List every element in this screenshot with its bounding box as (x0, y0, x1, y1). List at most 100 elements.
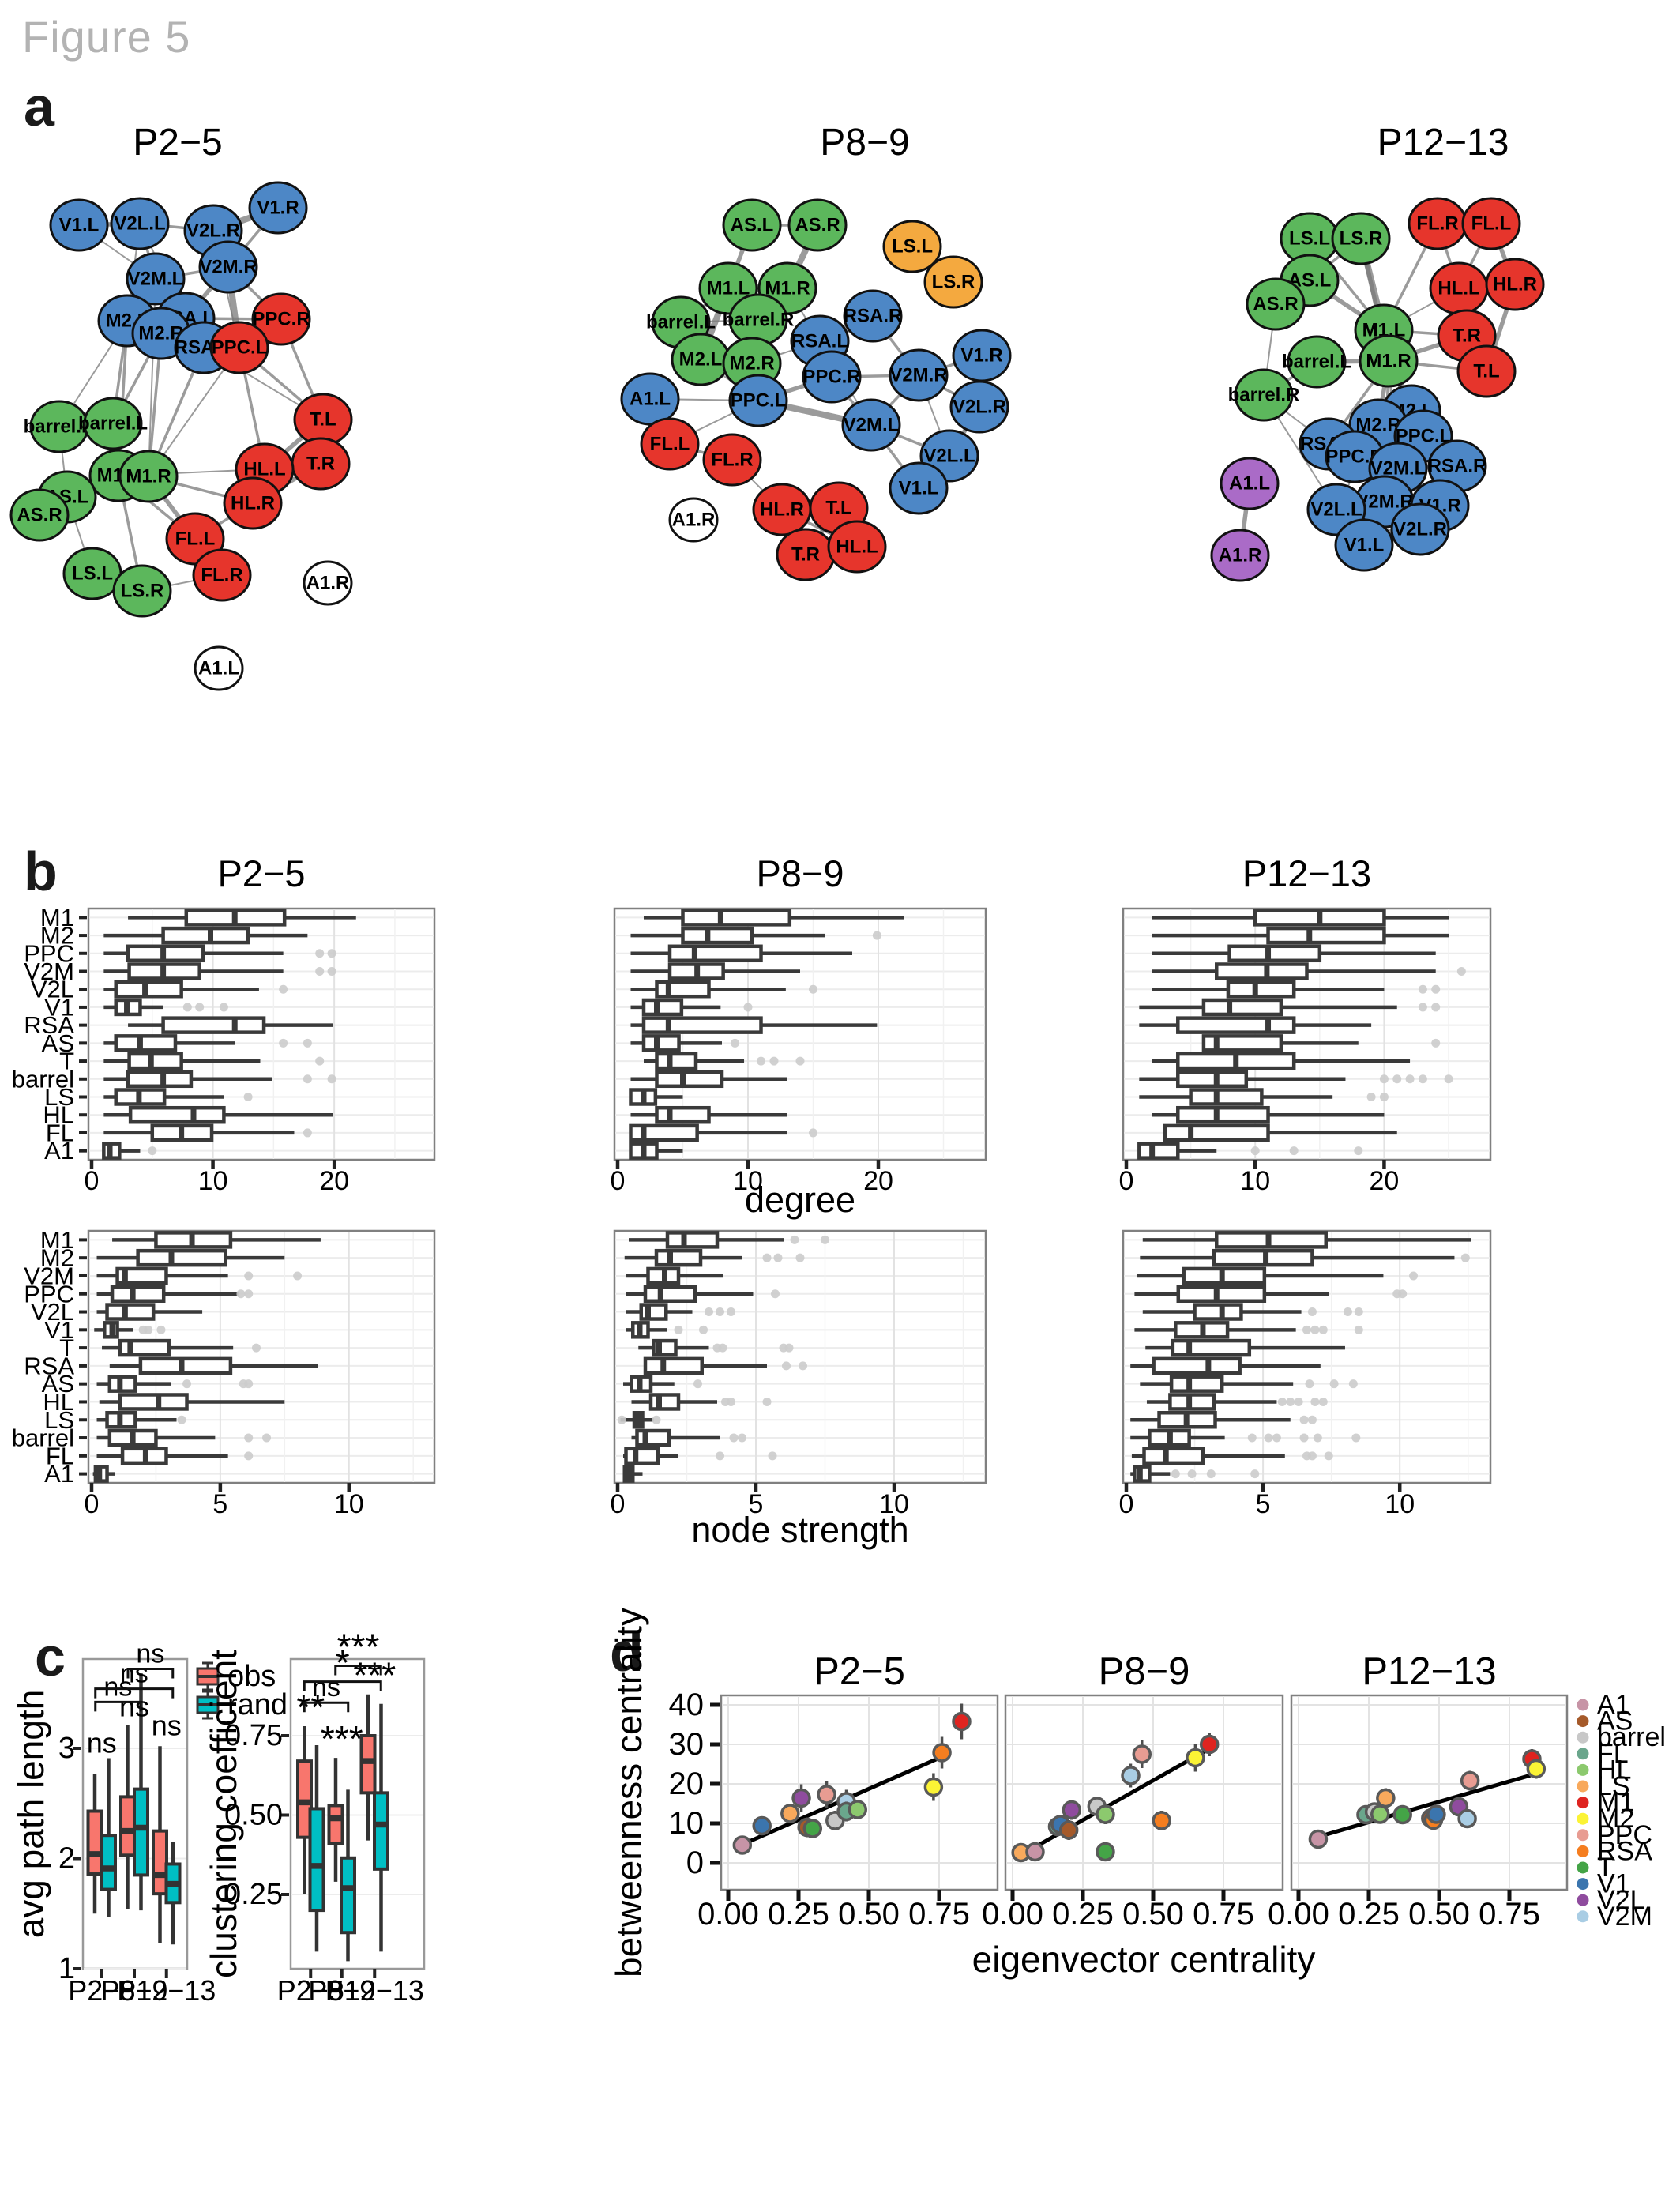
box-RSA (109, 1356, 318, 1375)
bracket-label: * (336, 1642, 350, 1684)
node-label: V2M.R (889, 365, 947, 386)
point (1096, 1842, 1115, 1862)
y-tick-label: 2 (58, 1842, 75, 1876)
box-FL (629, 1123, 817, 1142)
category-label: A1 (44, 1460, 74, 1488)
legend-item-obs: obs (196, 1660, 276, 1693)
plot-frame (1290, 1694, 1569, 1891)
box-M2 (103, 926, 308, 945)
node-label: PPC.R (802, 367, 860, 388)
network-node: V2M.L (841, 398, 901, 452)
boxplot-facet: 0 5 10 (1119, 1229, 1492, 1519)
box-A1 (102, 1142, 157, 1160)
node-label: PPC.L (731, 390, 787, 412)
bracket-label: ns (312, 1672, 340, 1702)
box (1227, 944, 1322, 963)
category-label: PPC (24, 939, 74, 967)
outlier (738, 1433, 746, 1443)
network-node: LS.R (112, 564, 172, 618)
outlier (279, 984, 288, 994)
legend-swatch (1577, 1861, 1589, 1874)
box-AS (96, 1375, 254, 1393)
network-title: P12−13 (1377, 122, 1509, 164)
outlier (1379, 1093, 1389, 1101)
outlier (1409, 1271, 1419, 1281)
node-label: V2L.R (953, 397, 1006, 418)
category-label: V2L (31, 1298, 74, 1326)
outlier (773, 1253, 783, 1262)
box (655, 1070, 724, 1089)
node-label: FL.L (1471, 213, 1512, 235)
category-label: V2M (24, 1262, 74, 1289)
box-P8−9-obs (327, 1758, 344, 1882)
network-node: A1.R (1210, 529, 1270, 582)
node-label: FL.R (1416, 213, 1458, 235)
y-tick-label: 30 (669, 1727, 705, 1762)
node-circle (923, 255, 983, 309)
node-label: V2L.R (186, 220, 240, 242)
point (1460, 1770, 1480, 1791)
group-label: P12−13 (325, 1974, 424, 2007)
outlier (1247, 1433, 1257, 1443)
x-tick-label: 0 (85, 1489, 100, 1519)
category-label: FL (46, 1119, 74, 1146)
box-LS (1139, 1088, 1389, 1106)
box-V2L (1152, 980, 1441, 999)
legend-item-barrel: barrel (1577, 1722, 1666, 1752)
box-V1 (1134, 1321, 1363, 1339)
node-label: barrel.R (723, 310, 795, 331)
node-label: RSA.L (791, 331, 848, 352)
outlier (243, 1093, 253, 1101)
box (100, 1834, 117, 1891)
network-node: barrel.L (78, 397, 148, 450)
point (932, 1743, 952, 1763)
outlier (1379, 1074, 1389, 1084)
sig-bracket: ns (94, 1672, 142, 1712)
y-axis-label: avg path length (10, 1690, 51, 1939)
outlier (1313, 1433, 1322, 1443)
outlier (1294, 1397, 1303, 1406)
box-P2−5-obs (86, 1774, 103, 1914)
box (639, 1303, 668, 1321)
outlier (1307, 1307, 1317, 1317)
legend-label: A1 (1597, 1690, 1630, 1720)
box-M2 (96, 1248, 285, 1267)
legend-label: rand (227, 1688, 288, 1721)
network-node: V2L.R (1390, 502, 1450, 556)
data-point-HL (1370, 1804, 1390, 1824)
box (635, 1428, 671, 1447)
outlier (315, 1056, 325, 1066)
outlier (1348, 1379, 1358, 1389)
legend-swatch (1577, 1797, 1589, 1809)
outlier (279, 1038, 288, 1048)
outlier (716, 1451, 724, 1461)
box-T (1145, 1338, 1345, 1357)
legend-label: T (1597, 1853, 1614, 1883)
box-A1 (629, 1142, 683, 1160)
outlier (315, 949, 325, 958)
outlier (795, 1253, 805, 1262)
data-point-PPC (1132, 1740, 1152, 1768)
node-circle (702, 433, 762, 487)
box (629, 1123, 699, 1142)
bracket-line (334, 1665, 382, 1676)
network-node: A1.L (620, 372, 680, 426)
box-P12−13-rand (164, 1842, 182, 1945)
box (648, 1393, 681, 1411)
outlier (809, 984, 817, 994)
legend-label: PPC (1597, 1820, 1652, 1850)
outlier (809, 1128, 817, 1138)
data-point-AS (1058, 1820, 1079, 1840)
box (1176, 1285, 1267, 1303)
network-node: barrel.L (1282, 335, 1351, 389)
node-label: V2L.R (1393, 519, 1447, 540)
node-circle (1485, 258, 1545, 311)
box (681, 909, 792, 927)
box (86, 1809, 103, 1876)
node-circle (620, 372, 680, 426)
outlier (1299, 1433, 1309, 1443)
box-V2M (103, 962, 336, 980)
outlier (182, 1003, 192, 1012)
box-RSA (128, 1016, 333, 1034)
